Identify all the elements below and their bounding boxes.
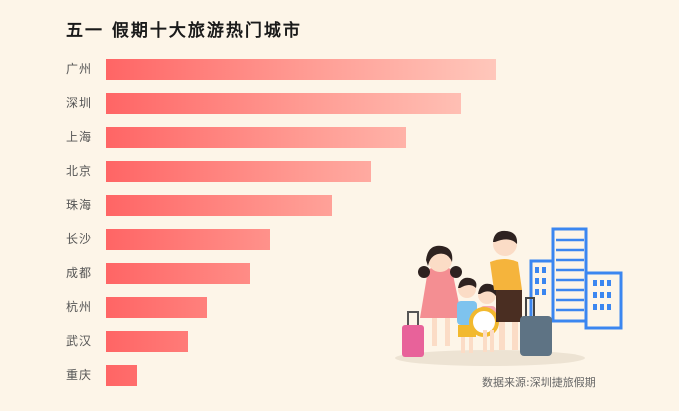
- bar: [106, 59, 496, 80]
- bar: [106, 229, 270, 250]
- bar: [106, 195, 332, 216]
- city-label: 武汉: [66, 334, 93, 348]
- bar-row: 杭州: [0, 297, 600, 318]
- bar-row: 重庆: [0, 365, 600, 386]
- city-label: 成都: [66, 266, 93, 280]
- bar-row: 珠海: [0, 195, 600, 216]
- bar-row: 广州: [0, 59, 600, 80]
- bar: [106, 331, 188, 352]
- bar-row: 成都: [0, 263, 600, 284]
- bar: [106, 263, 250, 284]
- bar: [106, 297, 207, 318]
- family-travel-illustration: [390, 220, 640, 370]
- bar-row: 深圳: [0, 93, 600, 114]
- city-label: 长沙: [66, 232, 93, 246]
- city-label: 上海: [66, 130, 93, 144]
- bar-row: 上海: [0, 127, 600, 148]
- chart-title: 五一 假期十大旅游热门城市: [66, 21, 302, 41]
- bar: [106, 127, 406, 148]
- bar: [106, 365, 137, 386]
- bar: [106, 161, 371, 182]
- city-label: 杭州: [66, 300, 93, 314]
- data-source-note: 数据来源:深圳捷旅假期: [482, 376, 596, 389]
- city-label: 北京: [66, 164, 93, 178]
- city-label: 广州: [66, 62, 93, 76]
- bar: [106, 93, 461, 114]
- family-buildings-icon: [395, 227, 623, 366]
- bar-row: 北京: [0, 161, 600, 182]
- bar-row: 武汉: [0, 331, 600, 352]
- city-label: 重庆: [66, 368, 93, 382]
- city-label: 深圳: [66, 96, 93, 110]
- bar-row: 长沙: [0, 229, 600, 250]
- city-label: 珠海: [66, 198, 93, 212]
